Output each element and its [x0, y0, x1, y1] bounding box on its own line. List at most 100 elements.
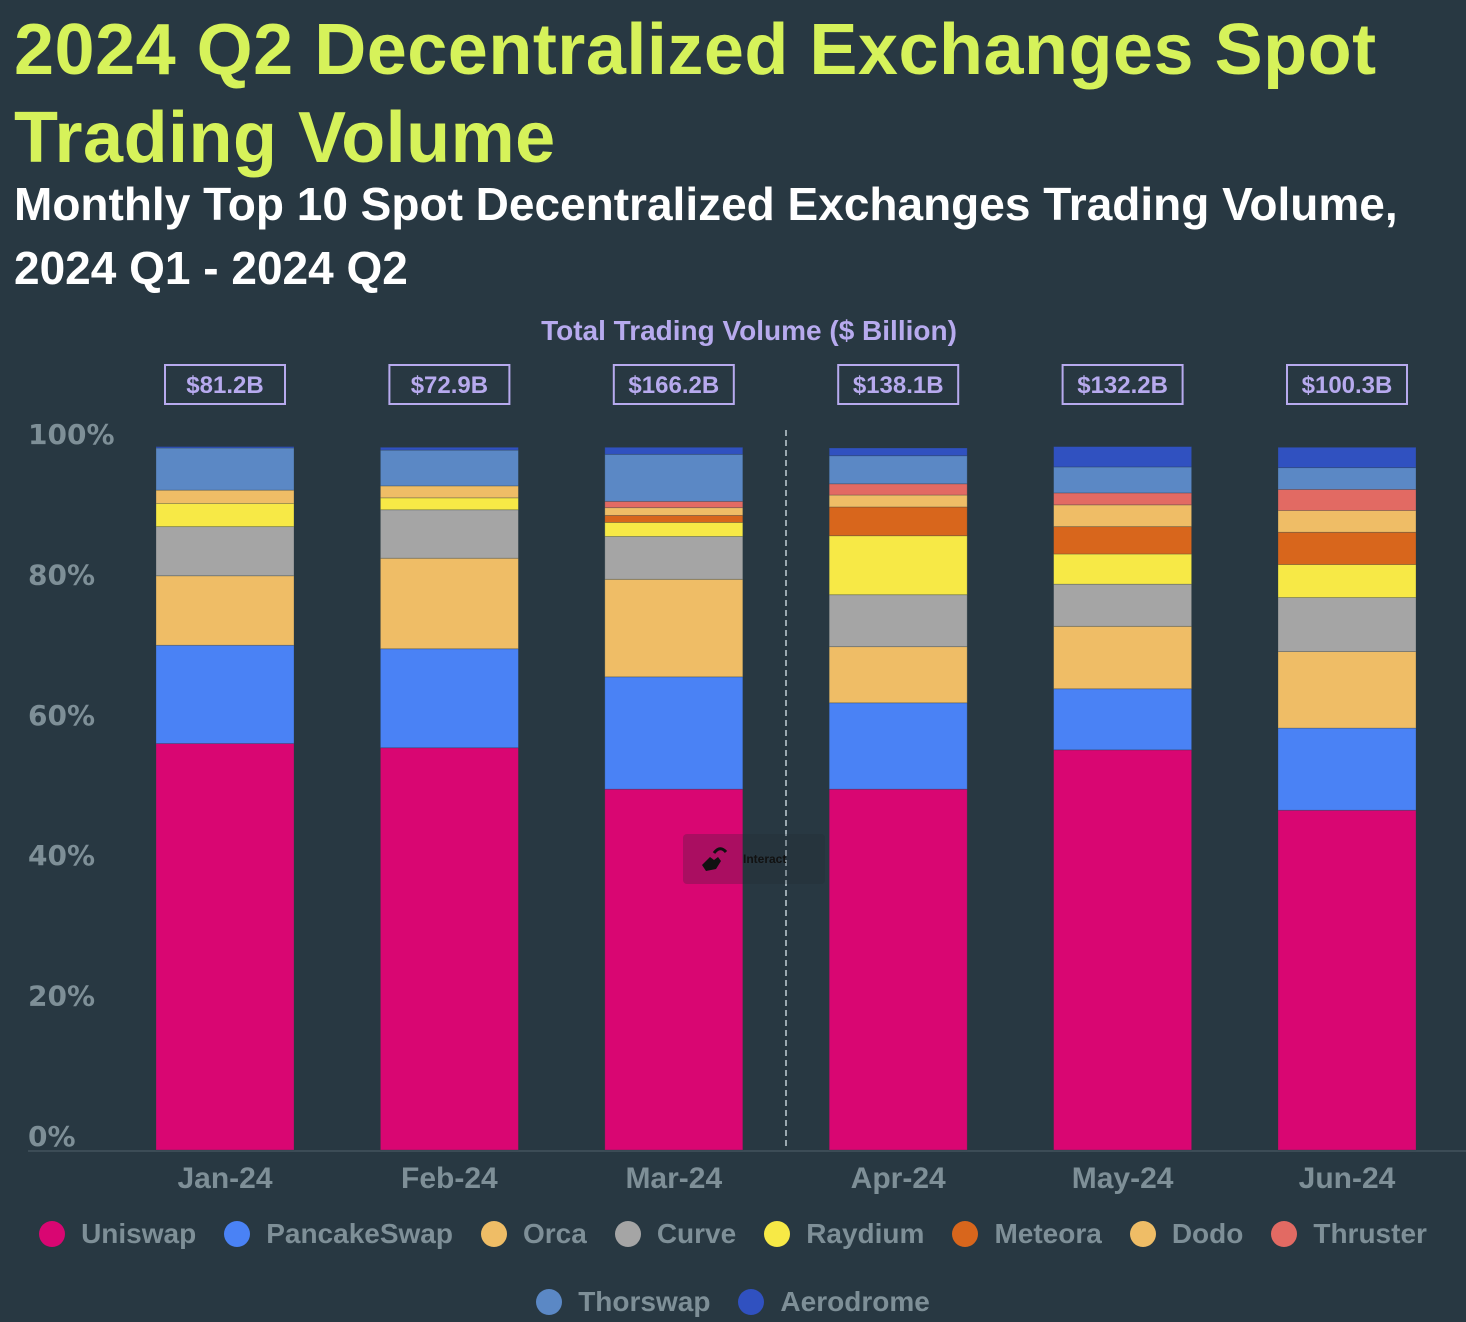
- bar-segment-thorswap[interactable]: [604, 453, 744, 502]
- legend-label: Orca: [522, 1218, 587, 1249]
- bar-segment-uniswap[interactable]: [155, 743, 295, 1151]
- legend-item-pancakeswap[interactable]: PancakeSwap: [224, 1218, 453, 1250]
- bar-segment-thruster[interactable]: [1053, 492, 1192, 506]
- bar-segment-pancakeswap[interactable]: [155, 644, 295, 744]
- bar-segment-raydium[interactable]: [379, 497, 519, 511]
- x-tick-label: Mar-24: [625, 1162, 722, 1195]
- x-tick-label: Feb-24: [401, 1162, 498, 1195]
- bar-segment-dodo[interactable]: [1277, 510, 1417, 533]
- total-label-box: [837, 364, 960, 405]
- legend-item-dodo[interactable]: Dodo: [1129, 1218, 1243, 1250]
- legend-item-uniswap[interactable]: Uniswap: [39, 1218, 196, 1250]
- bar-segment-curve[interactable]: [155, 526, 295, 577]
- legend-item-raydium[interactable]: Raydium: [764, 1218, 924, 1250]
- bar-segment-thorswap[interactable]: [379, 449, 519, 487]
- bar-stack[interactable]: [828, 447, 968, 1151]
- bar-segment-aerodrome[interactable]: [1277, 446, 1417, 469]
- bar-segment-pancakeswap[interactable]: [828, 702, 968, 790]
- bar-segment-meteora[interactable]: [1277, 531, 1417, 565]
- bar-segment-pancakeswap[interactable]: [604, 676, 744, 790]
- bar-segment-pancakeswap[interactable]: [1277, 727, 1417, 811]
- bar-segment-thorswap[interactable]: [828, 455, 968, 485]
- bar-segment-curve[interactable]: [828, 594, 968, 648]
- y-tick-label: 80%: [28, 558, 95, 591]
- legend-item-meteora[interactable]: Meteora: [952, 1218, 1102, 1250]
- legend-swatch: [39, 1221, 66, 1247]
- bar-segment-uniswap[interactable]: [379, 747, 519, 1151]
- bar-segment-thorswap[interactable]: [155, 447, 295, 491]
- total-label-text: $166.2B: [628, 372, 719, 399]
- bar-segment-dodo[interactable]: [828, 494, 968, 508]
- x-tick-label: Jan-24: [177, 1162, 272, 1195]
- bar-segment-thorswap[interactable]: [1053, 466, 1192, 494]
- legend-item-thruster[interactable]: Thruster: [1271, 1218, 1427, 1250]
- bar-segment-meteora[interactable]: [604, 514, 744, 523]
- bar-segment-dodo[interactable]: [379, 485, 519, 499]
- bar-segment-orca[interactable]: [379, 557, 519, 650]
- bar-segment-orca[interactable]: [1053, 625, 1192, 690]
- bar-segment-pancakeswap[interactable]: [1053, 688, 1192, 751]
- bar-stack[interactable]: [379, 446, 519, 1151]
- bar-segment-curve[interactable]: [379, 509, 519, 559]
- bar-segment-raydium[interactable]: [1053, 553, 1192, 585]
- bar-segment-curve[interactable]: [1053, 583, 1192, 627]
- legend-swatch: [952, 1221, 979, 1247]
- bar-segment-raydium[interactable]: [155, 503, 295, 528]
- chart-subtitle: Monthly Top 10 Spot Decentralized Exchan…: [14, 178, 1398, 294]
- bar-segment-orca[interactable]: [155, 575, 295, 646]
- bar-segment-curve[interactable]: [1277, 597, 1417, 652]
- legend-label: PancakeSwap: [266, 1218, 453, 1249]
- legend-label: Meteora: [994, 1218, 1102, 1249]
- bar-stack[interactable]: [604, 446, 744, 1151]
- total-label: $72.9B: [388, 364, 511, 405]
- y-tick-label: 0%: [28, 1120, 76, 1153]
- legend-item-orca[interactable]: Orca: [480, 1218, 587, 1250]
- legend-label: Thorswap: [578, 1286, 711, 1317]
- legend-label: Uniswap: [81, 1218, 197, 1249]
- bar-segment-dodo[interactable]: [155, 489, 295, 504]
- y-tick-label: 20%: [28, 980, 95, 1013]
- total-label-box: [164, 364, 286, 405]
- legend: Uniswap PancakeSwap Orca Curve Raydium Meteor…: [0, 1218, 1466, 1318]
- bar-stack[interactable]: [1277, 446, 1417, 1151]
- bar-segment-orca[interactable]: [1277, 651, 1417, 729]
- total-label-box: [1061, 364, 1184, 405]
- bar-segment-orca[interactable]: [828, 646, 968, 704]
- bar-segment-aerodrome[interactable]: [604, 446, 744, 455]
- bar-segment-thruster[interactable]: [828, 483, 968, 496]
- bar-segment-thruster[interactable]: [1277, 489, 1417, 511]
- bar-segment-uniswap[interactable]: [1277, 809, 1417, 1151]
- legend-item-thorswap[interactable]: Thorswap: [536, 1286, 710, 1318]
- bar-segment-aerodrome[interactable]: [828, 447, 968, 457]
- total-label: $166.2B: [612, 364, 735, 405]
- bar-segment-raydium[interactable]: [1277, 564, 1417, 598]
- bar-segment-dodo[interactable]: [604, 507, 744, 516]
- legend-item-curve[interactable]: Curve: [614, 1218, 736, 1250]
- total-label-box: [612, 364, 735, 405]
- total-label: $81.2B: [164, 364, 286, 405]
- legend-swatch: [1129, 1221, 1156, 1247]
- legend-item-aerodrome[interactable]: Aerodrome: [738, 1286, 930, 1318]
- bar-stack[interactable]: [155, 446, 295, 1151]
- bar-segment-uniswap[interactable]: [828, 788, 968, 1151]
- bar-segment-curve[interactable]: [604, 536, 744, 580]
- bar-segment-thorswap[interactable]: [1277, 467, 1417, 490]
- bar-segment-meteora[interactable]: [828, 506, 968, 537]
- y-tick-label: 60%: [28, 699, 95, 732]
- bar-segment-uniswap[interactable]: [1053, 749, 1192, 1151]
- bar-segment-dodo[interactable]: [1053, 504, 1192, 528]
- bar-segment-pancakeswap[interactable]: [379, 648, 519, 749]
- total-label-text: $72.9B: [411, 372, 488, 399]
- bar-segment-aerodrome[interactable]: [155, 446, 295, 449]
- bar-segment-raydium[interactable]: [828, 535, 968, 596]
- x-tick-label: Apr-24: [851, 1162, 946, 1195]
- bar-stack[interactable]: [1053, 446, 1192, 1151]
- interact-button[interactable]: Interact: [683, 834, 825, 884]
- bar-segment-raydium[interactable]: [604, 522, 744, 537]
- bar-segment-orca[interactable]: [604, 578, 744, 678]
- bar-segment-aerodrome[interactable]: [379, 446, 519, 451]
- total-label: $132.2B: [1061, 364, 1184, 405]
- bar-segment-meteora[interactable]: [1053, 526, 1192, 555]
- bar-segment-aerodrome[interactable]: [1053, 446, 1192, 468]
- bar-segment-thruster[interactable]: [604, 500, 744, 509]
